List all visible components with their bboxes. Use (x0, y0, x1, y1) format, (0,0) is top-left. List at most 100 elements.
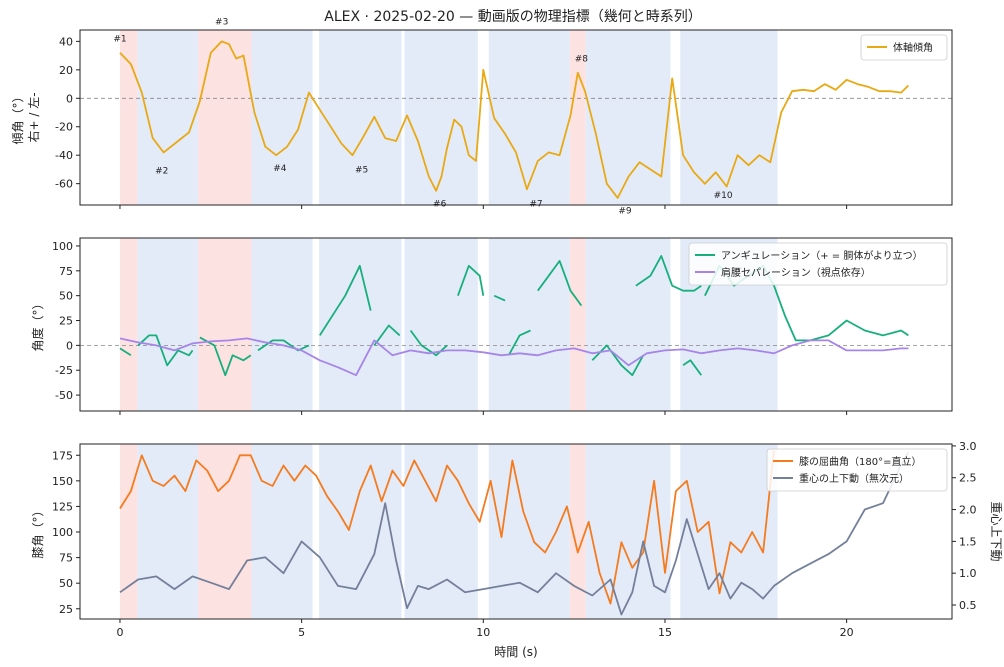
series-line-1 (119, 40, 910, 199)
y-axis-label: 傾角（°） (11, 90, 25, 144)
phase-band (119, 238, 138, 411)
y-tick-label: -60 (55, 178, 73, 191)
y2-tick-label: 2.0 (959, 504, 977, 517)
y-tick-label: -20 (55, 121, 73, 134)
y-tick-label: 0 (66, 92, 73, 105)
y-tick-label: 25 (59, 315, 73, 328)
series-line-1 (137, 334, 194, 367)
y-tick-label: 0 (66, 339, 73, 352)
y2-axis-label: 重心上下動 (989, 501, 1003, 561)
series-line-1 (319, 264, 372, 336)
annotation-label: #4 (273, 164, 287, 174)
y2-tick-label: 2.5 (959, 472, 977, 485)
y2-tick-label: 1.0 (959, 567, 977, 580)
series-line-2 (119, 337, 909, 377)
legend-box (766, 448, 948, 492)
phase-band (251, 238, 313, 411)
y-tick-label: 50 (59, 577, 73, 590)
phase-band (137, 444, 199, 619)
phase-band (251, 30, 313, 205)
phase-band (119, 30, 138, 205)
y-tick-label: 100 (52, 526, 73, 539)
series-line-1 (373, 324, 401, 346)
y-tick-label: 75 (59, 265, 73, 278)
legend-label: 重心の上下動（無次元） (799, 472, 909, 485)
y-tick-label: 50 (59, 290, 73, 303)
phase-band (251, 444, 313, 619)
series-line-1 (591, 344, 644, 377)
panel-2: 100 75 50 25 0 -25 -50 角度（°） アンギュレーション（+ = 胴体がより… (30, 237, 953, 415)
phase-band (680, 444, 778, 619)
series-line-1 (682, 359, 703, 376)
series-line-1 (409, 329, 448, 357)
phase-band (488, 30, 570, 205)
series-line-1 (507, 329, 531, 356)
x-tick-label: 0 (116, 626, 123, 639)
annotation-label: #1 (113, 34, 126, 44)
y-axis-label: 角度（°） (30, 297, 45, 351)
series-line-1 (199, 336, 252, 377)
series-line-1 (119, 347, 132, 357)
series-group (119, 40, 910, 199)
legend-label: 膝の屈曲角（180°=直立） (799, 455, 921, 468)
phase-band (137, 30, 199, 205)
y-tick-label: -25 (55, 364, 73, 377)
annotation-label: #6 (433, 199, 447, 209)
y-tick-label: 125 (52, 500, 73, 513)
y-tick-label: 25 (59, 603, 73, 616)
annotation-label: #10 (714, 191, 733, 201)
phase-band (319, 238, 402, 411)
x-tick-label: 5 (298, 626, 305, 639)
phase-band (569, 30, 586, 205)
legend-label: アンギュレーション（+ = 胴体がより立つ） (721, 249, 923, 262)
y-tick-label: -40 (55, 149, 73, 162)
phase-band (119, 444, 138, 619)
panel-frame (79, 443, 953, 620)
legend-label: 肩腰セパレーション（視点依存） (721, 266, 871, 279)
y-axis-label: 膝角（°） (31, 504, 45, 558)
annotation-label: #3 (215, 17, 228, 27)
series-line-1 (635, 254, 702, 292)
phase-band (585, 444, 671, 619)
annotation-label: #9 (618, 207, 632, 217)
legend-box (688, 242, 948, 286)
y-tick-label: 40 (59, 35, 73, 48)
annotation-label: #2 (155, 167, 168, 177)
legend-box (860, 34, 948, 61)
x-axis-label: 時間 (s) (494, 645, 537, 659)
y-axis-label: 右+ / 左- (26, 92, 41, 142)
panel-3: 1751501251007550253.02.52.01.51.00.5重心上下… (31, 440, 1003, 639)
x-tick-label: 20 (840, 626, 854, 639)
phase-band (198, 444, 252, 619)
chart-title: ALEX · 2025-02-20 — 動画版の物理指標（幾何と時系列） (324, 9, 701, 25)
y2-tick-label: 1.5 (959, 535, 977, 548)
phase-band (319, 30, 402, 205)
chart-panels: 40 20 0 -20 -40 -60 傾角（°） 右+ / 左- #1 #2 #3 #4 #5 #6 #7… (11, 17, 1003, 639)
y2-tick-label: 0.5 (959, 599, 977, 612)
phase-band (198, 30, 252, 205)
y-tick-label: 75 (59, 552, 73, 565)
phase-band (569, 444, 586, 619)
series-line-1 (119, 450, 775, 605)
phase-band (319, 444, 402, 619)
annotation-label: #5 (355, 165, 368, 175)
y-tick-label: 175 (52, 449, 73, 462)
series-line-2 (119, 451, 910, 616)
series-line-1 (257, 339, 310, 352)
series-line-1 (493, 294, 506, 302)
series-group (119, 450, 910, 616)
x-tick-label: 15 (658, 626, 672, 639)
annotation-label: #7 (529, 199, 542, 209)
phase-band (404, 238, 478, 411)
y-tick-label: 20 (59, 64, 73, 77)
panel-frame (79, 29, 953, 206)
y-tick-label: 100 (52, 240, 73, 253)
x-tick-label: 10 (476, 626, 490, 639)
y-tick-label: 150 (52, 475, 73, 488)
series-line-1 (537, 259, 583, 307)
y2-tick-label: 3.0 (959, 440, 977, 453)
phase-band (137, 238, 199, 411)
panel-frame (79, 237, 953, 412)
legend-label: 体軸傾角 (893, 41, 933, 54)
